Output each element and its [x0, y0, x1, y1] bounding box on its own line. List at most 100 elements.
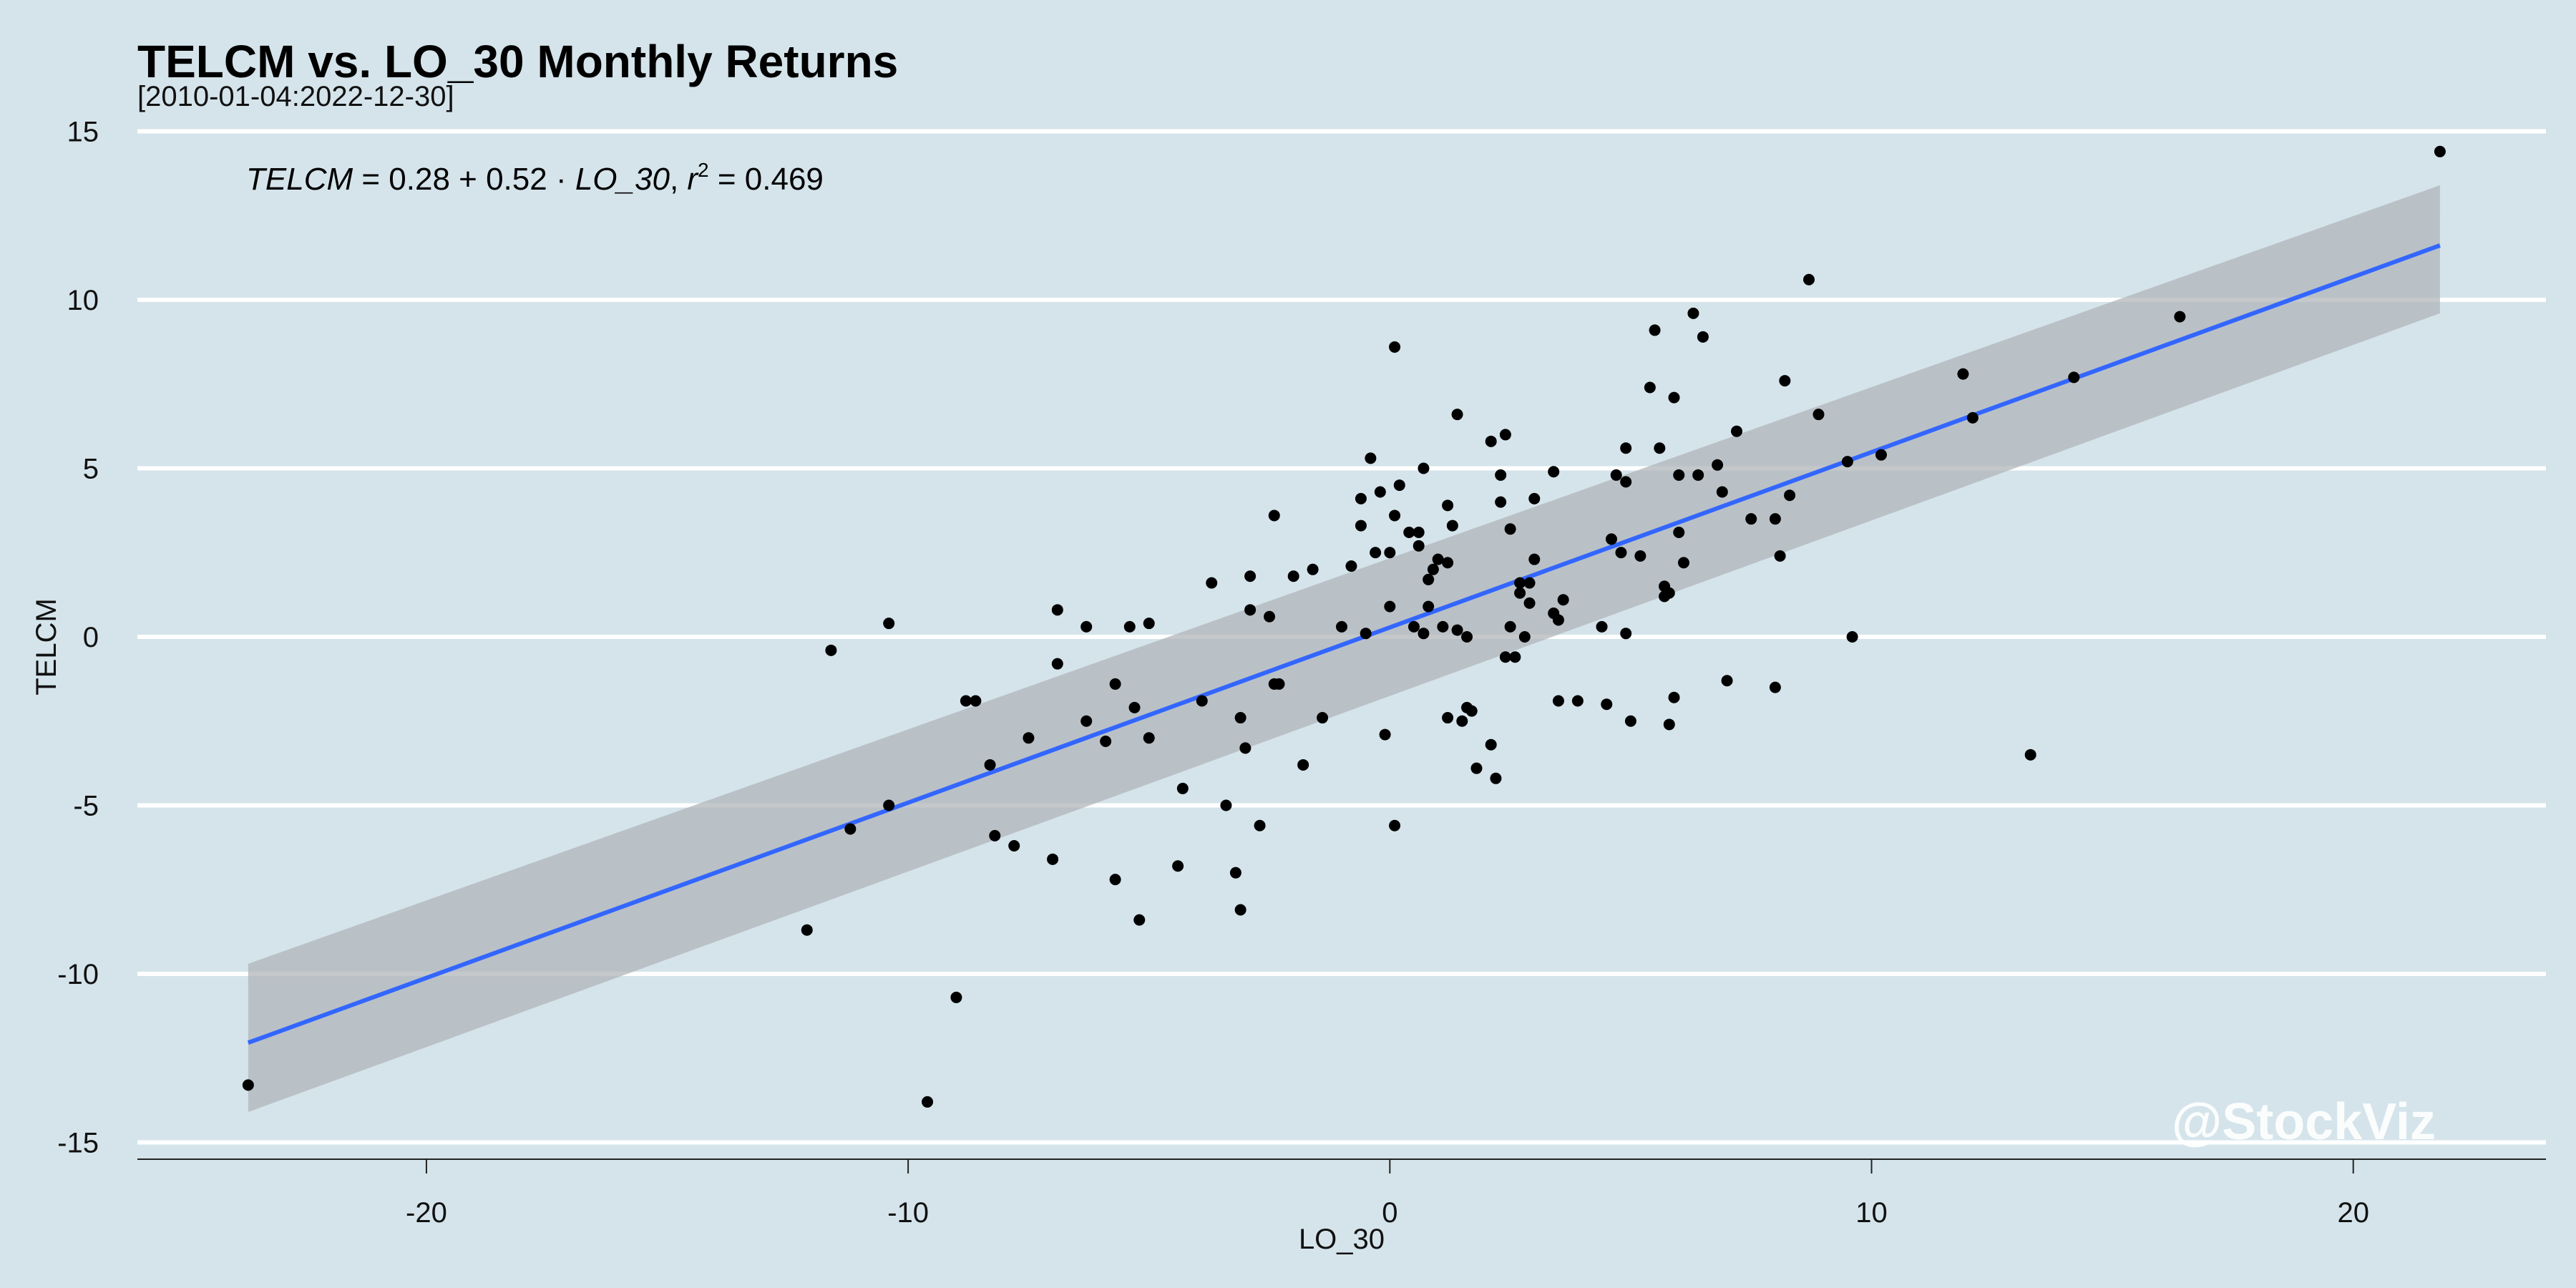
data-point — [1514, 577, 1526, 589]
chart-subtitle: [2010-01-04:2022-12-30] — [137, 81, 454, 112]
data-point — [1244, 570, 1257, 582]
data-point — [1610, 469, 1622, 481]
data-point — [1384, 600, 1396, 613]
data-point — [1518, 631, 1531, 643]
data-point — [1023, 732, 1035, 744]
data-point — [1668, 691, 1680, 703]
y-axis-title: TELCM — [31, 598, 62, 696]
data-point — [1509, 651, 1521, 663]
equation-x-var: LO_30 — [575, 162, 670, 197]
x-tick-label: -20 — [406, 1197, 447, 1229]
data-point — [970, 695, 982, 707]
data-point — [1514, 587, 1526, 599]
data-point — [1620, 628, 1632, 640]
data-point — [1461, 631, 1473, 643]
data-point — [1673, 469, 1685, 481]
data-point — [2174, 311, 2186, 323]
data-point — [1423, 573, 1435, 585]
data-point — [1234, 712, 1246, 724]
data-point — [1485, 435, 1497, 447]
data-point — [1456, 715, 1468, 727]
data-point — [1389, 341, 1401, 353]
data-point — [883, 799, 895, 811]
data-point — [1442, 557, 1454, 569]
equation-r2-label: r — [687, 162, 699, 197]
data-point — [1374, 486, 1386, 498]
y-axis-ticks: 15 10 5 0 -5 -10 -15 — [57, 117, 99, 1159]
data-point — [1499, 429, 1511, 441]
data-point — [1677, 557, 1689, 569]
data-point — [1287, 570, 1299, 582]
data-point — [1370, 547, 1382, 559]
data-point — [1769, 513, 1781, 525]
equation-r2-value: 0.469 — [745, 162, 824, 197]
chart-title: TELCM vs. LO_30 Monthly Returns — [137, 36, 898, 87]
data-point — [922, 1096, 934, 1108]
data-point — [1123, 620, 1136, 633]
data-points — [242, 145, 2446, 1108]
data-point — [2434, 145, 2446, 157]
data-point — [1080, 715, 1093, 727]
data-point — [1384, 547, 1396, 559]
data-point — [1846, 631, 1858, 643]
y-tick-label: 5 — [83, 454, 99, 485]
data-point — [1490, 772, 1502, 784]
y-tick-label: -10 — [57, 959, 99, 990]
data-point — [1446, 519, 1458, 532]
data-point — [1051, 658, 1063, 670]
x-axis-title: LO_30 — [1299, 1224, 1385, 1255]
data-point — [960, 695, 972, 707]
data-point — [1668, 391, 1680, 404]
data-point — [1254, 819, 1266, 831]
data-point — [1047, 853, 1059, 865]
data-point — [1407, 620, 1420, 633]
data-point — [1605, 533, 1617, 545]
data-point — [1413, 527, 1425, 538]
y-tick-label: -15 — [57, 1127, 99, 1158]
data-point — [1663, 587, 1675, 599]
data-point — [1239, 742, 1252, 754]
data-point — [989, 829, 1001, 841]
data-point — [1966, 411, 1979, 424]
data-point — [2024, 748, 2036, 761]
regression-equation: TELCM = 0.28 + 0.52 · LO_30, r2 = 0.469 — [246, 159, 824, 197]
data-point — [984, 758, 996, 771]
equation-y-var: TELCM — [246, 162, 353, 197]
data-point — [1393, 479, 1405, 492]
data-point — [1552, 614, 1564, 626]
data-point — [1423, 600, 1435, 613]
data-point — [1601, 698, 1613, 711]
x-tick-label: 10 — [1855, 1197, 1888, 1229]
data-point — [1552, 695, 1564, 707]
data-point — [1470, 762, 1483, 774]
data-point — [1615, 547, 1627, 559]
data-point — [1297, 758, 1309, 771]
data-point — [1196, 695, 1208, 707]
data-point — [1403, 527, 1415, 538]
data-point — [1418, 628, 1430, 640]
x-tick-label: 20 — [2337, 1197, 2369, 1229]
data-point — [1432, 553, 1444, 565]
data-point — [1745, 513, 1757, 525]
data-point — [1528, 492, 1541, 504]
data-point — [1268, 509, 1280, 522]
data-point — [1418, 462, 1430, 474]
data-point — [825, 644, 837, 656]
data-point — [1697, 331, 1709, 343]
y-tick-label: 0 — [83, 622, 99, 653]
confidence-band — [248, 185, 2440, 1113]
data-point — [1133, 914, 1146, 926]
data-point — [1451, 409, 1463, 421]
y-tick-label: -5 — [73, 790, 99, 821]
data-point — [1389, 509, 1401, 522]
data-point — [1442, 499, 1454, 512]
data-point — [1663, 718, 1675, 731]
data-point — [1360, 628, 1372, 640]
data-point — [1596, 620, 1608, 633]
data-point — [1389, 819, 1401, 831]
data-point — [1620, 476, 1632, 488]
x-tick-label: 0 — [1382, 1197, 1397, 1229]
data-point — [1220, 799, 1232, 811]
data-point — [1523, 577, 1536, 589]
data-point — [1716, 486, 1728, 498]
